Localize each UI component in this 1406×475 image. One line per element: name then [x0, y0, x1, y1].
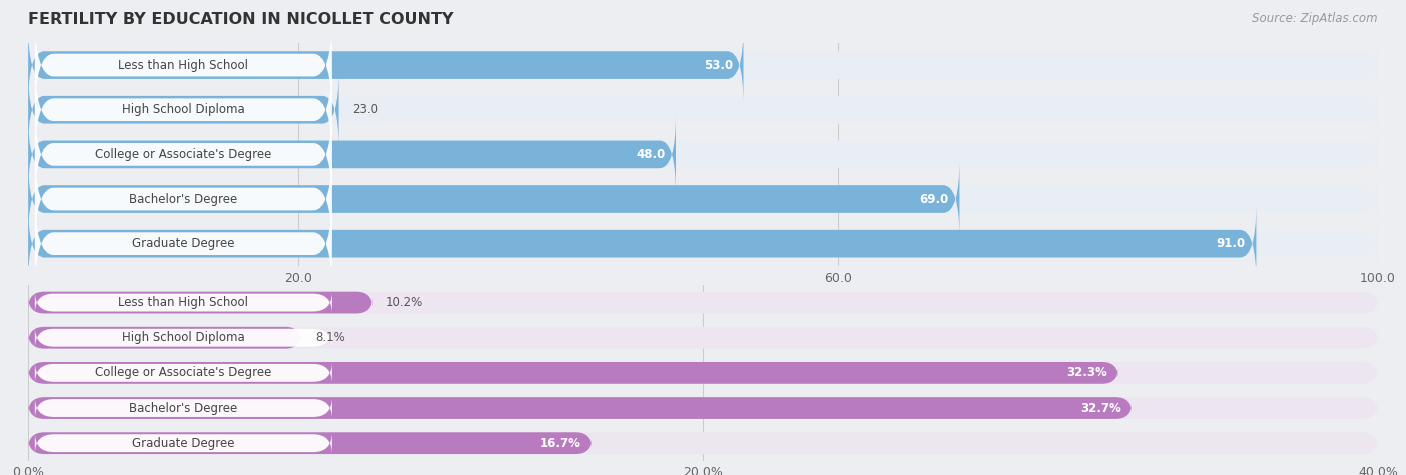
Text: 91.0: 91.0 — [1216, 237, 1246, 250]
FancyBboxPatch shape — [28, 292, 1378, 314]
FancyBboxPatch shape — [28, 292, 373, 314]
Text: Bachelor's Degree: Bachelor's Degree — [129, 401, 238, 415]
Text: 32.3%: 32.3% — [1067, 366, 1108, 380]
Text: 10.2%: 10.2% — [385, 296, 423, 309]
Text: 23.0: 23.0 — [352, 103, 378, 116]
FancyBboxPatch shape — [28, 362, 1378, 384]
FancyBboxPatch shape — [35, 327, 332, 349]
Text: College or Associate's Degree: College or Associate's Degree — [96, 148, 271, 161]
FancyBboxPatch shape — [28, 327, 301, 349]
Text: Bachelor's Degree: Bachelor's Degree — [129, 192, 238, 206]
FancyBboxPatch shape — [35, 103, 332, 206]
FancyBboxPatch shape — [28, 204, 1378, 284]
Text: 16.7%: 16.7% — [540, 437, 581, 450]
Text: High School Diploma: High School Diploma — [122, 103, 245, 116]
FancyBboxPatch shape — [35, 58, 332, 161]
Text: Graduate Degree: Graduate Degree — [132, 437, 235, 450]
FancyBboxPatch shape — [28, 159, 1378, 239]
Text: Less than High School: Less than High School — [118, 58, 249, 72]
FancyBboxPatch shape — [28, 432, 592, 454]
FancyBboxPatch shape — [28, 159, 959, 239]
FancyBboxPatch shape — [28, 432, 1378, 454]
Text: 8.1%: 8.1% — [315, 331, 344, 344]
FancyBboxPatch shape — [35, 362, 332, 384]
FancyBboxPatch shape — [28, 114, 676, 194]
Text: FERTILITY BY EDUCATION IN NICOLLET COUNTY: FERTILITY BY EDUCATION IN NICOLLET COUNT… — [28, 12, 454, 27]
FancyBboxPatch shape — [35, 14, 332, 116]
FancyBboxPatch shape — [28, 362, 1118, 384]
FancyBboxPatch shape — [28, 25, 1378, 105]
Text: 69.0: 69.0 — [920, 192, 949, 206]
FancyBboxPatch shape — [28, 70, 1378, 150]
Text: 32.7%: 32.7% — [1080, 401, 1121, 415]
Text: Graduate Degree: Graduate Degree — [132, 237, 235, 250]
Text: Source: ZipAtlas.com: Source: ZipAtlas.com — [1253, 12, 1378, 25]
FancyBboxPatch shape — [35, 432, 332, 454]
Text: High School Diploma: High School Diploma — [122, 331, 245, 344]
FancyBboxPatch shape — [28, 327, 1378, 349]
FancyBboxPatch shape — [28, 397, 1132, 419]
FancyBboxPatch shape — [35, 397, 332, 419]
FancyBboxPatch shape — [28, 70, 339, 150]
FancyBboxPatch shape — [35, 292, 332, 314]
Text: Less than High School: Less than High School — [118, 296, 249, 309]
FancyBboxPatch shape — [28, 204, 1257, 284]
Text: College or Associate's Degree: College or Associate's Degree — [96, 366, 271, 380]
Text: 48.0: 48.0 — [636, 148, 665, 161]
FancyBboxPatch shape — [28, 397, 1378, 419]
FancyBboxPatch shape — [35, 192, 332, 295]
FancyBboxPatch shape — [28, 114, 1378, 194]
Text: 53.0: 53.0 — [703, 58, 733, 72]
FancyBboxPatch shape — [35, 148, 332, 250]
FancyBboxPatch shape — [28, 25, 744, 105]
